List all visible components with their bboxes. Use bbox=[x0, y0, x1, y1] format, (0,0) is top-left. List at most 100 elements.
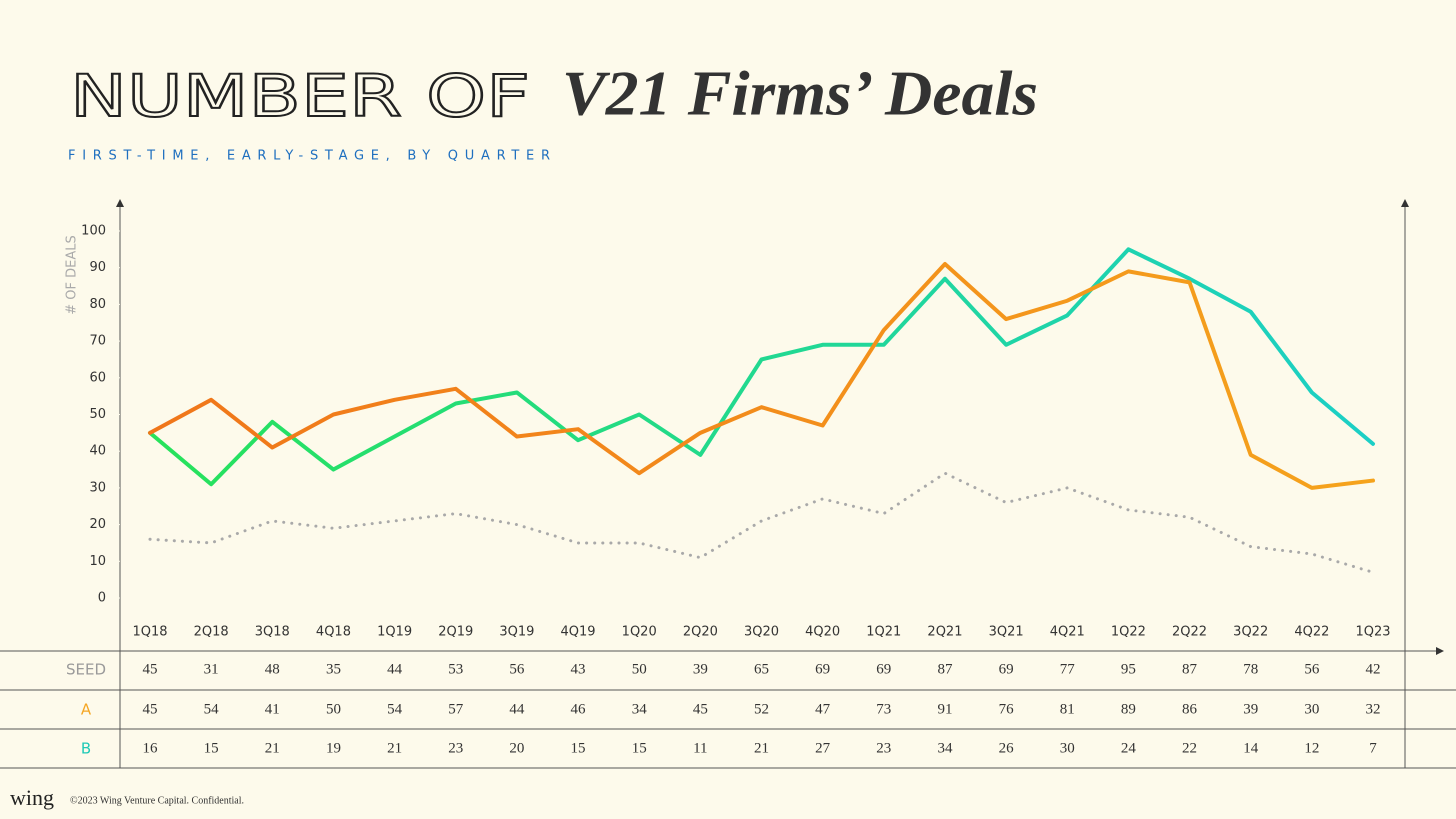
table-cell: 23 bbox=[876, 740, 891, 756]
series-line bbox=[148, 247, 1375, 487]
table-cell: 65 bbox=[754, 661, 769, 677]
table-cell: 77 bbox=[1060, 661, 1076, 677]
table-cell: 86 bbox=[1182, 701, 1198, 717]
x-tick-label: 4Q19 bbox=[561, 625, 596, 640]
table-cell: 56 bbox=[509, 661, 525, 677]
table-cell: 26 bbox=[999, 740, 1015, 756]
footer-logo: wing bbox=[10, 785, 54, 810]
table-cell: 42 bbox=[1366, 661, 1381, 677]
table-cell: 7 bbox=[1369, 740, 1377, 756]
y-tick-label: 20 bbox=[89, 517, 106, 532]
y-tick-label: 40 bbox=[89, 444, 106, 459]
row-label: SEED bbox=[66, 661, 106, 679]
table-cell: 15 bbox=[571, 740, 586, 756]
table-cell: 50 bbox=[326, 701, 341, 717]
table-cell: 87 bbox=[1182, 661, 1198, 677]
table-cell: 34 bbox=[937, 740, 953, 756]
x-tick-label: 1Q18 bbox=[132, 625, 167, 640]
table-cell: 39 bbox=[1243, 701, 1258, 717]
x-tick-label: 2Q20 bbox=[683, 625, 718, 640]
x-tick-label: 3Q21 bbox=[989, 625, 1024, 640]
x-tick-label: 3Q20 bbox=[744, 625, 779, 640]
table-cell: 16 bbox=[143, 740, 159, 756]
table-cell: 30 bbox=[1304, 701, 1319, 717]
y-tick-label: 60 bbox=[89, 370, 106, 385]
x-tick-label: 3Q22 bbox=[1233, 625, 1268, 640]
x-tick-label: 1Q19 bbox=[377, 625, 412, 640]
x-tick-label: 2Q19 bbox=[438, 625, 473, 640]
y-tick-label: 70 bbox=[89, 334, 106, 349]
table-cell: 48 bbox=[265, 661, 280, 677]
table-cell: 46 bbox=[571, 701, 587, 717]
table-cell: 43 bbox=[571, 661, 586, 677]
y-tick-label: 80 bbox=[89, 297, 106, 312]
row-label: A bbox=[81, 701, 92, 719]
y-tick-label: 30 bbox=[89, 480, 106, 495]
table-cell: 69 bbox=[876, 661, 891, 677]
y-tick-label: 10 bbox=[89, 554, 106, 569]
x-tick-label: 1Q21 bbox=[866, 625, 901, 640]
table-cell: 11 bbox=[693, 740, 707, 756]
table-cell: 24 bbox=[1121, 740, 1137, 756]
table-cell: 45 bbox=[143, 701, 158, 717]
table-cell: 41 bbox=[265, 701, 280, 717]
table-cell: 76 bbox=[999, 701, 1015, 717]
chart-title: NUMBER OF bbox=[70, 62, 530, 130]
x-tick-label: 3Q19 bbox=[499, 625, 534, 640]
table-cell: 27 bbox=[815, 740, 831, 756]
table-cell: 15 bbox=[204, 740, 219, 756]
table-cell: 12 bbox=[1304, 740, 1319, 756]
table-cell: 69 bbox=[999, 661, 1014, 677]
series-line bbox=[148, 471, 1375, 574]
table-cell: 57 bbox=[448, 701, 464, 717]
x-tick-label: 3Q18 bbox=[255, 625, 290, 640]
chart-title-emphasis: V21 Firms’ Deals bbox=[562, 58, 1038, 129]
x-tick-label: 2Q18 bbox=[194, 625, 229, 640]
table-cell: 44 bbox=[509, 701, 525, 717]
table-cell: 69 bbox=[815, 661, 830, 677]
series-line bbox=[148, 262, 1375, 490]
y-tick-label: 90 bbox=[89, 260, 106, 275]
table-cell: 15 bbox=[632, 740, 647, 756]
table-cell: 21 bbox=[387, 740, 402, 756]
x-tick-label: 2Q21 bbox=[927, 625, 962, 640]
table-cell: 95 bbox=[1121, 661, 1136, 677]
x-tick-label: 4Q20 bbox=[805, 625, 840, 640]
table-cell: 34 bbox=[632, 701, 648, 717]
y-tick-label: 100 bbox=[81, 224, 106, 239]
table-cell: 73 bbox=[876, 701, 891, 717]
x-tick-label: 1Q22 bbox=[1111, 625, 1146, 640]
table-cell: 54 bbox=[204, 701, 220, 717]
x-tick-label: 1Q20 bbox=[622, 625, 657, 640]
footer-text: ©2023 Wing Venture Capital. Confidential… bbox=[70, 795, 244, 806]
table-cell: 19 bbox=[326, 740, 341, 756]
table-cell: 56 bbox=[1304, 661, 1320, 677]
x-tick-label: 4Q22 bbox=[1294, 625, 1329, 640]
table-cell: 54 bbox=[387, 701, 403, 717]
table-cell: 30 bbox=[1060, 740, 1075, 756]
x-tick-label: 2Q22 bbox=[1172, 625, 1207, 640]
table-cell: 45 bbox=[693, 701, 708, 717]
table-cell: 52 bbox=[754, 701, 769, 717]
table-cell: 14 bbox=[1243, 740, 1259, 756]
table-cell: 21 bbox=[754, 740, 769, 756]
x-tick-label: 4Q18 bbox=[316, 625, 351, 640]
row-label: B bbox=[81, 740, 91, 758]
table-cell: 23 bbox=[448, 740, 463, 756]
x-tick-label: 1Q23 bbox=[1355, 625, 1390, 640]
y-tick-label: 0 bbox=[98, 591, 106, 606]
x-tick-label: 4Q21 bbox=[1050, 625, 1085, 640]
table-cell: 47 bbox=[815, 701, 831, 717]
y-tick-label: 50 bbox=[89, 407, 106, 422]
table-cell: 78 bbox=[1243, 661, 1258, 677]
table-cell: 45 bbox=[143, 661, 158, 677]
y-axis-label: # OF DEALS bbox=[65, 235, 80, 314]
table-cell: 35 bbox=[326, 661, 341, 677]
table-cell: 44 bbox=[387, 661, 403, 677]
table-cell: 31 bbox=[204, 661, 219, 677]
table-cell: 87 bbox=[937, 661, 953, 677]
table-cell: 22 bbox=[1182, 740, 1197, 756]
table-cell: 53 bbox=[448, 661, 463, 677]
table-cell: 91 bbox=[937, 701, 952, 717]
